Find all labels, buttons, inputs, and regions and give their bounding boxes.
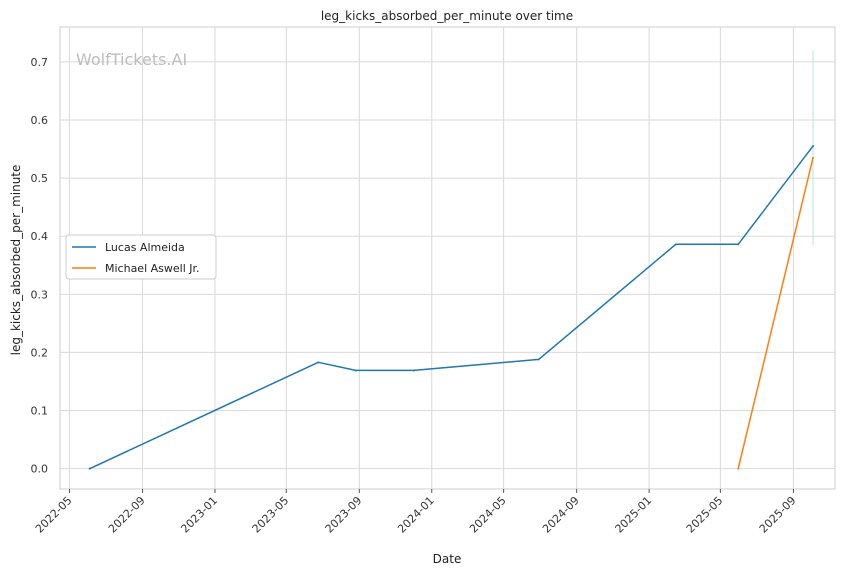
- legend: Lucas Almeida Michael Aswell Jr.: [65, 234, 217, 280]
- y-axis-title: leg_kicks_absorbed_per_minute: [9, 165, 23, 356]
- x-tick-label: 2022-09: [106, 494, 148, 536]
- x-tick-label: 2025-09: [757, 494, 799, 536]
- data-point-lucas-almeida: [737, 243, 740, 246]
- data-point-michael-aswell-jr: [812, 156, 815, 159]
- data-point-lucas-almeida: [674, 243, 677, 246]
- x-tick-label: 2025-01: [613, 494, 655, 536]
- grid: [60, 27, 835, 489]
- x-axis-title: Date: [433, 552, 462, 566]
- x-tick-label: 2022-05: [33, 494, 75, 536]
- y-tick-label: 0.3: [31, 288, 49, 301]
- series-line-michael-aswell-jr: [737, 157, 814, 469]
- y-tick-label: 0.5: [31, 172, 49, 185]
- series-line-lucas-almeida: [89, 145, 814, 470]
- y-tick-label: 0.2: [31, 346, 49, 359]
- data-point-lucas-almeida: [317, 361, 320, 364]
- y-tick-label: 0.7: [31, 56, 49, 69]
- x-tick-label: 2025-05: [684, 494, 726, 536]
- x-tick-label: 2024-09: [540, 494, 582, 536]
- chart-title: leg_kicks_absorbed_per_minute over time: [321, 9, 573, 23]
- y-tick-label: 0.1: [31, 405, 49, 418]
- data-point-lucas-almeida: [412, 369, 415, 372]
- legend-label-lucas-almeida: Lucas Almeida: [105, 241, 185, 254]
- legend-box: [65, 234, 217, 280]
- series-lines: [88, 145, 815, 470]
- data-point-lucas-almeida: [88, 467, 91, 470]
- x-tick-label: 2023-05: [250, 494, 292, 536]
- x-tick-label: 2023-09: [323, 494, 365, 536]
- x-tick-label: 2024-01: [395, 494, 437, 536]
- legend-label-michael-aswell-jr: Michael Aswell Jr.: [105, 262, 200, 275]
- watermark: WolfTickets.AI: [76, 50, 187, 69]
- data-point-lucas-almeida: [354, 369, 357, 372]
- x-tick-labels: 2022-05 2022-09 2023-01 2023-05 2023-09 2024-…: [33, 489, 799, 536]
- data-point-lucas-almeida: [812, 145, 815, 148]
- x-tick-label: 2023-01: [178, 494, 220, 536]
- y-tick-label: 0.0: [31, 463, 49, 476]
- y-tick-labels: 0.0 0.1 0.2 0.3 0.4 0.5 0.6 0.7: [31, 56, 49, 476]
- data-point-michael-aswell-jr: [737, 467, 740, 470]
- data-point-lucas-almeida: [537, 358, 540, 361]
- y-tick-label: 0.6: [31, 114, 49, 127]
- y-tick-label: 0.4: [31, 230, 49, 243]
- x-tick-label: 2024-05: [467, 494, 509, 536]
